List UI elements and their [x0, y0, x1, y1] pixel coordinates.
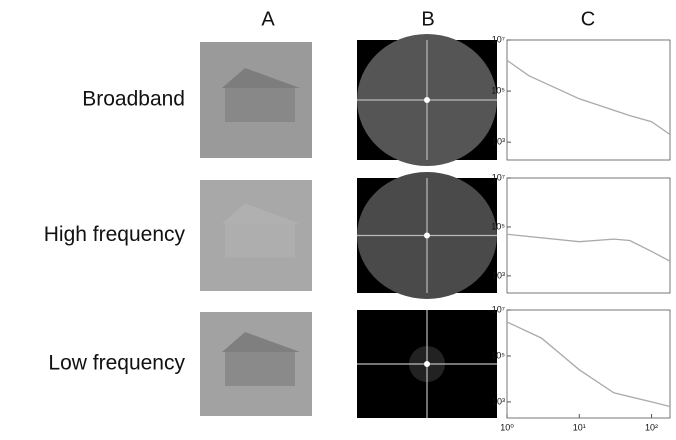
building — [225, 88, 295, 122]
spectrum-center — [424, 233, 430, 239]
page: {"columns": ["A", "B", "C"], "rows": ["B… — [0, 0, 676, 435]
y-tick-label: 10⁷ — [492, 304, 505, 314]
plot-frame — [507, 310, 670, 418]
column-header: B — [421, 8, 434, 30]
row-label: High frequency — [44, 223, 186, 246]
y-tick-label: 10⁷ — [492, 172, 505, 182]
plot-frame — [507, 178, 670, 293]
building — [225, 224, 295, 258]
y-tick-label: 10⁵ — [491, 85, 505, 95]
y-tick-label: 10³ — [492, 396, 505, 406]
spectrum-center — [424, 361, 430, 367]
x-tick-label: 10² — [645, 422, 658, 432]
y-tick-label: 10⁷ — [492, 34, 505, 44]
column-header: A — [261, 8, 275, 30]
row-label: Broadband — [82, 88, 185, 111]
figure: A B C Broadband High frequency Low frequency 1… — [0, 0, 676, 435]
y-tick-label: 10³ — [492, 270, 505, 280]
y-tick-label: 10⁵ — [491, 350, 505, 360]
column-header: C — [581, 8, 595, 30]
row-label: Low frequency — [48, 352, 185, 375]
spectrum-center — [424, 97, 430, 103]
y-tick-label: 10³ — [492, 137, 505, 147]
x-tick-label: 10¹ — [573, 422, 586, 432]
y-tick-label: 10⁵ — [491, 221, 505, 231]
building — [225, 352, 295, 386]
x-tick-label: 10⁰ — [500, 422, 514, 432]
plot-frame — [507, 40, 670, 160]
